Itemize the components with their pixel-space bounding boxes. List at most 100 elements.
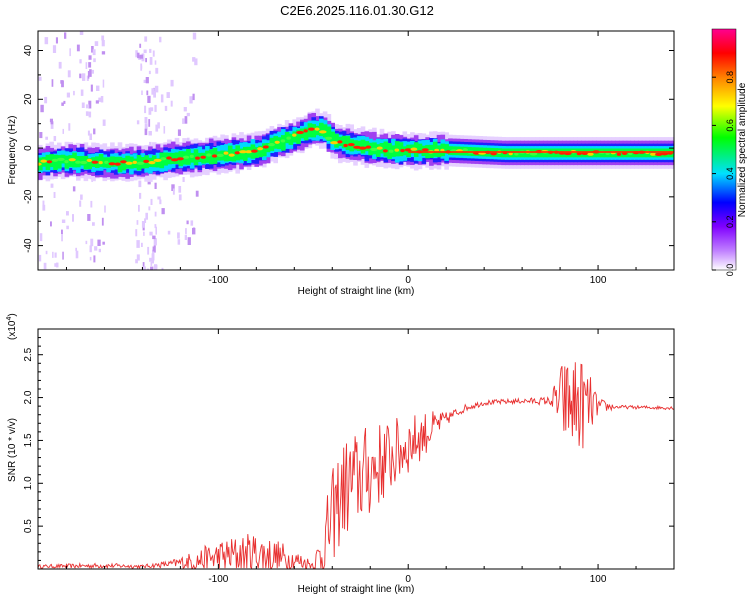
y-tick-label: 1.5 xyxy=(23,433,34,447)
noise-speckle xyxy=(86,75,89,81)
ridge-peak xyxy=(388,149,394,153)
noise-speckle xyxy=(61,229,63,234)
noise-speckle xyxy=(91,46,94,53)
noise-speckle xyxy=(136,254,140,261)
noise-speckle xyxy=(151,88,155,95)
noise-speckle xyxy=(54,263,58,267)
noise-speckle xyxy=(67,70,71,78)
ridge-cell xyxy=(197,152,203,162)
noise-speckle xyxy=(146,268,149,270)
ridge-peak xyxy=(400,149,405,153)
spectrogram-panel: -100 0 100 -40 -20 0 20 40 Height of straight l… xyxy=(7,28,748,297)
ridge-cell xyxy=(87,158,92,169)
colorbar-tick-label: 0.4 xyxy=(725,167,735,180)
ridge-cell xyxy=(262,143,267,157)
noise-speckle xyxy=(88,62,92,68)
ridge-cell xyxy=(353,140,358,151)
noise-speckle xyxy=(171,184,175,191)
ridge-peak xyxy=(195,156,200,160)
noise-speckle xyxy=(157,122,160,129)
ridge-peak xyxy=(64,160,69,164)
noise-speckle xyxy=(144,218,147,223)
noise-speckle xyxy=(164,105,168,111)
noise-speckle xyxy=(53,192,56,198)
y-tick-label: 40 xyxy=(23,45,34,57)
ridge-peak xyxy=(206,153,212,157)
noise-speckle xyxy=(66,211,69,216)
spectrogram-y-axis-label: Frequency (Hz) xyxy=(7,116,18,185)
ridge-cell xyxy=(288,133,294,145)
noise-speckle xyxy=(93,58,96,63)
ridge-peak xyxy=(330,141,339,145)
noise-speckle xyxy=(66,92,70,98)
noise-speckle xyxy=(76,44,80,52)
noise-speckle xyxy=(150,266,154,270)
ridge-peak xyxy=(308,127,315,131)
spectrogram-heatmap xyxy=(38,31,674,270)
noise-speckle xyxy=(177,239,181,245)
noise-speckle xyxy=(152,246,156,252)
noise-speckle xyxy=(139,43,142,48)
ridge-peak xyxy=(268,143,275,147)
noise-speckle xyxy=(147,95,151,103)
noise-speckle xyxy=(160,94,164,103)
ridge-cell xyxy=(319,122,324,137)
noise-speckle xyxy=(50,121,54,129)
ridge-peak xyxy=(650,152,657,156)
noise-speckle xyxy=(61,219,66,223)
noise-speckle xyxy=(44,96,48,104)
noise-speckle xyxy=(138,204,140,212)
noise-speckle xyxy=(79,200,82,207)
x-tick-label: 100 xyxy=(590,275,607,286)
ridge-cell xyxy=(444,144,449,154)
noise-speckle xyxy=(101,35,105,41)
noise-speckle xyxy=(62,251,64,260)
noise-speckle xyxy=(101,51,106,55)
snr-axes: -100 0 100 0.5 1.0 1.5 2.0 2.5 xyxy=(23,329,675,585)
ridge-cell xyxy=(53,154,58,170)
noise-speckle xyxy=(153,91,156,98)
noise-speckle xyxy=(150,107,154,112)
noise-speckle xyxy=(192,93,195,101)
noise-speckle xyxy=(89,245,92,253)
noise-speckle xyxy=(187,237,191,245)
ridge-peak xyxy=(239,150,247,154)
noise-speckle xyxy=(73,90,75,96)
ridge-cell xyxy=(398,142,404,157)
snr-series-line xyxy=(38,362,674,569)
ridge-peak xyxy=(286,136,291,140)
noise-speckle xyxy=(149,48,152,53)
noise-speckle xyxy=(53,136,57,142)
ridge-peak xyxy=(189,154,194,158)
colorbar-tick-label: 0.6 xyxy=(725,119,735,132)
noise-speckle xyxy=(38,254,42,262)
noise-speckle xyxy=(151,269,155,270)
noise-speckle xyxy=(143,231,145,236)
noise-speckle xyxy=(75,247,77,251)
noise-speckle xyxy=(94,246,98,251)
ridge-peak xyxy=(211,154,218,158)
ridge-cell xyxy=(311,124,316,138)
x-tick-label: 100 xyxy=(590,574,607,585)
ridge-peak xyxy=(337,140,343,144)
noise-speckle xyxy=(135,259,138,264)
ridge-cell xyxy=(296,129,301,144)
colorbar xyxy=(711,28,737,271)
noise-speckle xyxy=(102,119,106,126)
noise-speckle xyxy=(186,137,190,141)
noise-speckle xyxy=(149,257,153,262)
y-tick-label: 1.0 xyxy=(23,476,34,490)
ridge-cell xyxy=(341,135,347,149)
ridge-peak xyxy=(75,160,81,164)
noise-speckle xyxy=(145,58,147,63)
noise-speckle xyxy=(152,50,155,57)
noise-speckle xyxy=(100,96,104,103)
noise-speckle xyxy=(167,230,171,235)
ridge-cell xyxy=(49,154,54,168)
noise-speckle xyxy=(79,59,82,64)
noise-speckle xyxy=(159,199,162,205)
y-tick-label: 20 xyxy=(23,93,34,105)
ridge-peak xyxy=(314,127,320,131)
ridge-peak xyxy=(86,158,93,162)
noise-speckle xyxy=(89,133,92,140)
